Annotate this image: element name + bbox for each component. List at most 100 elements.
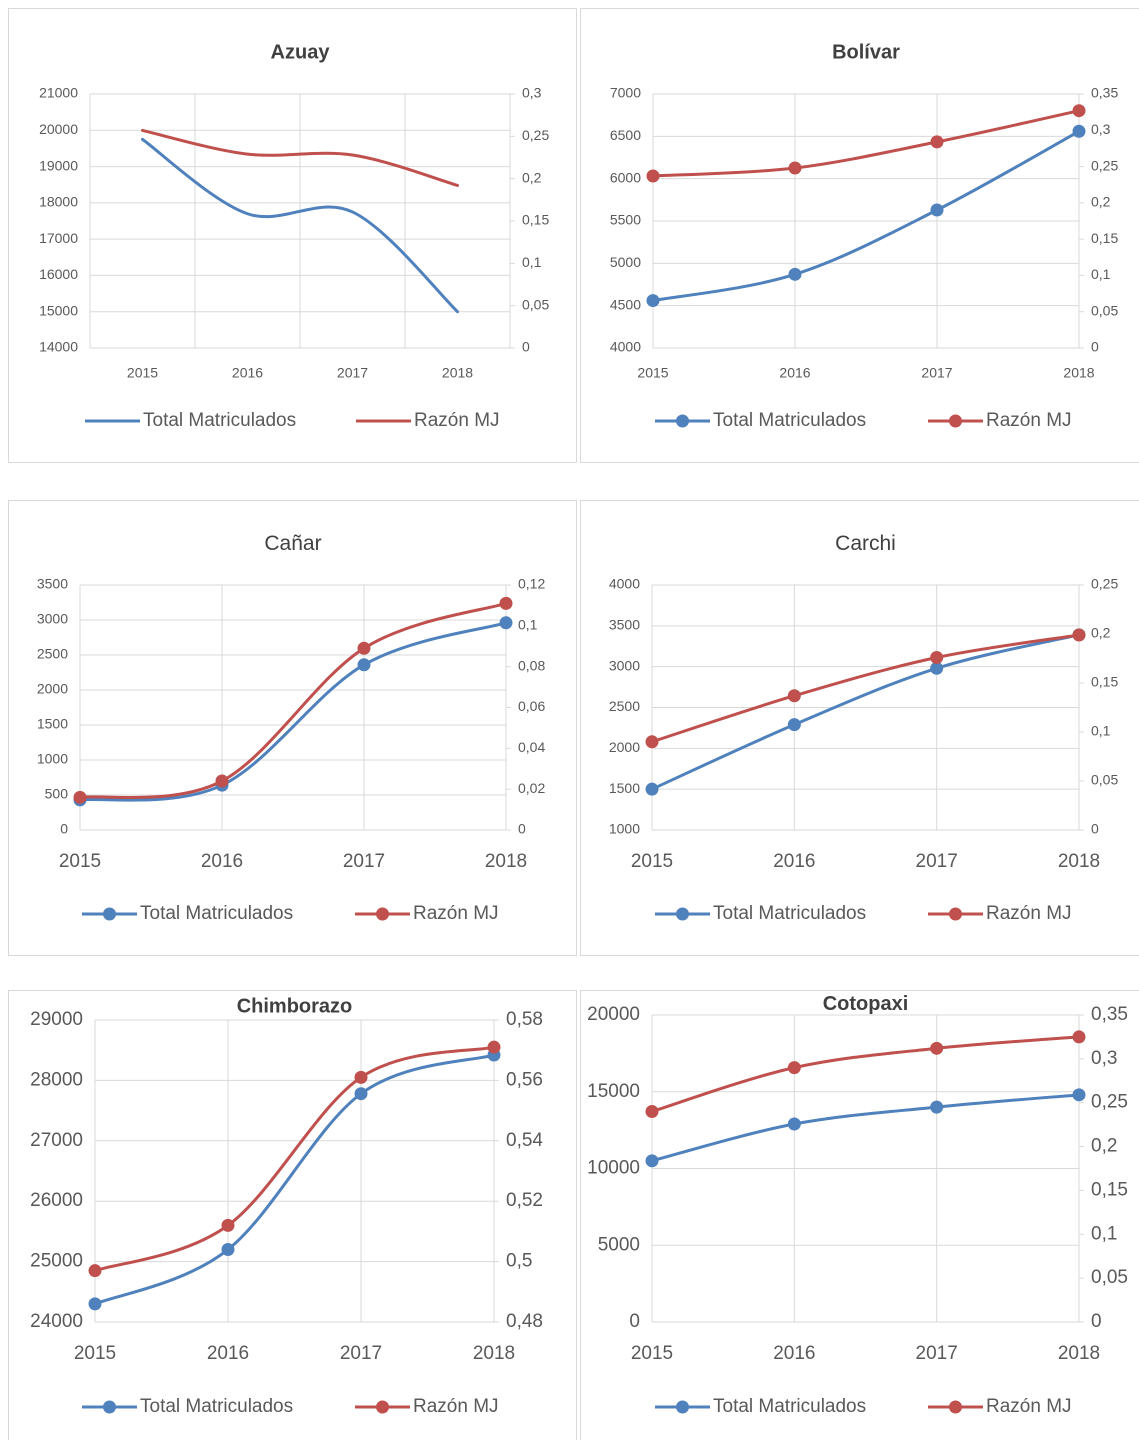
data-point: [930, 1041, 944, 1055]
y-tick-label: 19000: [39, 157, 78, 173]
x-tick-label: 2017: [921, 365, 952, 381]
y2-tick-label: 0,05: [1091, 772, 1118, 788]
legend-label: Total Matriculados: [713, 903, 866, 924]
y-tick-label: 24000: [30, 1311, 83, 1332]
y2-tick-label: 0,3: [522, 85, 542, 101]
y-tick-label: 14000: [39, 339, 78, 355]
panel-border: [8, 8, 577, 463]
y-tick-label: 2500: [609, 698, 640, 714]
x-tick-label: 2018: [473, 1343, 515, 1364]
y2-tick-label: 0,2: [1091, 1136, 1117, 1157]
y-tick-label: 2000: [609, 739, 640, 755]
y2-tick-label: 0,2: [1091, 194, 1111, 210]
x-tick-label: 2018: [485, 851, 527, 872]
legend-label: Razón MJ: [413, 1396, 499, 1417]
chart-title: Bolívar: [832, 41, 900, 63]
legend-label: Total Matriculados: [140, 1396, 293, 1417]
y2-tick-label: 0,56: [506, 1069, 543, 1090]
y-tick-label: 5500: [610, 212, 641, 228]
x-tick-label: 2017: [916, 1343, 958, 1364]
chart-panel: Cotopaxi 0 5000 10000 15000 20000 0 0,05 0,1 0,15…: [580, 990, 1139, 1440]
data-point: [357, 641, 371, 655]
y-tick-label: 500: [45, 786, 69, 802]
data-point: [930, 135, 944, 149]
x-tick-label: 2016: [773, 1343, 815, 1364]
data-point: [788, 161, 802, 175]
y2-tick-label: 0,25: [1091, 1092, 1128, 1113]
x-tick-label: 2015: [59, 851, 101, 872]
y2-tick-label: 0,04: [518, 739, 545, 755]
y-tick-label: 15000: [587, 1081, 640, 1102]
data-point: [354, 1070, 368, 1084]
data-point: [499, 616, 513, 630]
y-tick-label: 5000: [610, 254, 641, 270]
series-line: [650, 633, 1081, 744]
y2-tick-label: 0,52: [506, 1190, 543, 1211]
data-point: [787, 1117, 801, 1131]
y2-tick-label: 0,1: [518, 617, 538, 633]
y-tick-label: 4500: [610, 296, 641, 312]
legend-marker: [103, 907, 116, 921]
y-tick-label: 2000: [37, 681, 68, 697]
y-tick-label: 1500: [609, 780, 640, 796]
data-point: [645, 782, 659, 796]
y2-tick-label: 0,48: [506, 1311, 543, 1332]
y2-tick-label: 0,35: [1091, 1004, 1128, 1025]
data-point: [645, 1154, 659, 1168]
y-tick-label: 20000: [39, 121, 78, 137]
x-tick-label: 2018: [1058, 851, 1100, 872]
x-tick-label: 2016: [232, 365, 263, 381]
series-line: [93, 1053, 496, 1306]
y2-tick-label: 0: [522, 339, 530, 355]
chart-panel: Carchi 1000 1500 2000 2500 3000 3500 4000 0 0,05 0…: [580, 500, 1139, 956]
data-point: [646, 294, 660, 308]
data-point: [487, 1040, 501, 1054]
y2-tick-label: 0,05: [1091, 302, 1118, 318]
y-tick-label: 3500: [37, 576, 68, 592]
series-line: [651, 129, 1081, 303]
legend-marker: [949, 414, 962, 428]
y-tick-label: 4000: [609, 576, 640, 592]
x-tick-label: 2016: [201, 851, 243, 872]
panel-border: [580, 990, 1139, 1440]
y2-tick-label: 0,15: [1091, 1179, 1128, 1200]
x-tick-label: 2017: [343, 851, 385, 872]
y2-tick-label: 0,08: [518, 657, 545, 673]
data-point: [221, 1243, 235, 1257]
y2-tick-label: 0,2: [522, 169, 542, 185]
y2-tick-label: 0,25: [1091, 157, 1118, 173]
x-tick-label: 2017: [337, 365, 368, 381]
data-point: [354, 1087, 368, 1101]
panel-border: [580, 8, 1139, 463]
legend-marker: [376, 1400, 389, 1414]
data-point: [1072, 104, 1086, 118]
y2-tick-label: 0,1: [1091, 1223, 1117, 1244]
legend-marker: [103, 1400, 116, 1414]
chart-title: Cotopaxi: [823, 993, 909, 1015]
series-line: [651, 109, 1081, 178]
legend-label: Razón MJ: [986, 903, 1072, 924]
legend-marker: [376, 907, 389, 921]
series-line: [78, 621, 508, 802]
y-tick-label: 18000: [39, 194, 78, 210]
y-tick-label: 1000: [609, 821, 640, 837]
data-point: [930, 661, 944, 675]
x-tick-label: 2016: [779, 365, 810, 381]
data-point: [787, 689, 801, 703]
series-line: [78, 601, 508, 800]
panel-border: [580, 500, 1139, 956]
x-tick-label: 2015: [74, 1343, 116, 1364]
y2-tick-label: 0,2: [1091, 625, 1111, 641]
y2-tick-label: 0,3: [1091, 121, 1111, 137]
panel-border: [8, 990, 577, 1440]
y-tick-label: 27000: [30, 1130, 83, 1151]
data-point: [88, 1297, 102, 1311]
chart-panel: Cañar 0 500 1000 1500 2000 2500 3000 3500 0 0,02 0,…: [8, 500, 577, 956]
legend-label: Razón MJ: [986, 410, 1072, 431]
y2-tick-label: 0,05: [522, 296, 549, 312]
y2-tick-label: 0,25: [1091, 576, 1118, 592]
y-tick-label: 5000: [598, 1234, 640, 1255]
data-point: [930, 203, 944, 217]
x-tick-label: 2015: [631, 1343, 673, 1364]
